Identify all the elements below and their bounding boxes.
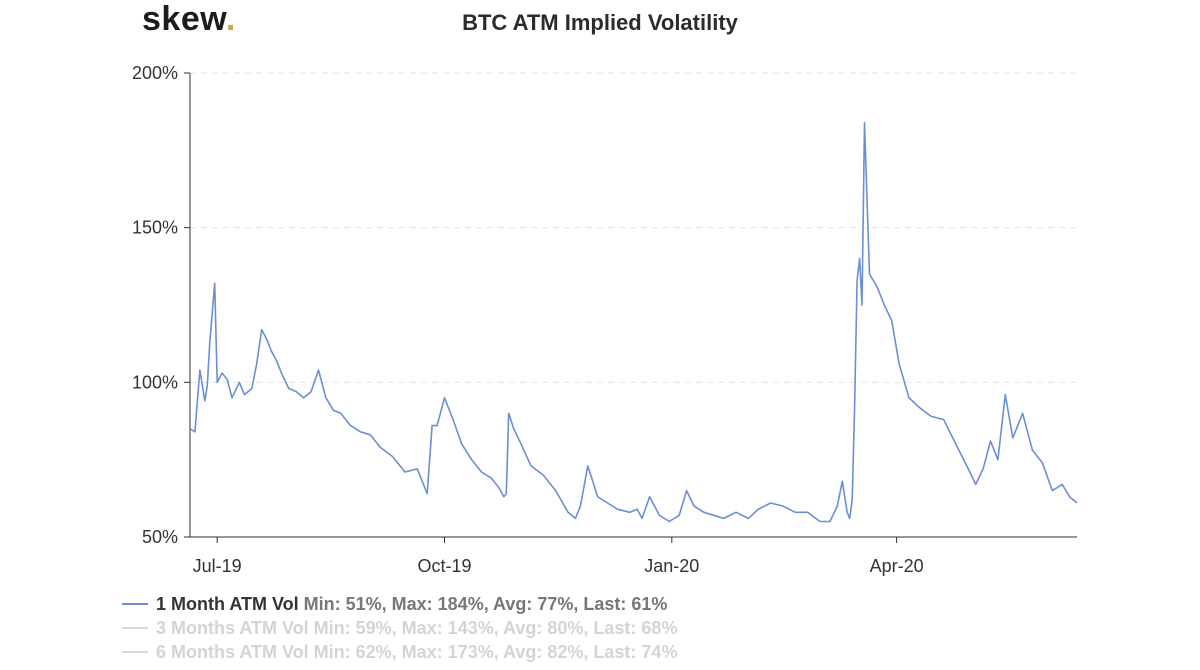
legend-swatch	[122, 603, 148, 605]
legend-series-stats: Min: 62%, Max: 173%, Avg: 82%, Last: 74%	[313, 642, 678, 662]
x-tick-label: Oct-19	[417, 556, 471, 576]
y-tick-label: 150%	[132, 218, 178, 238]
legend: 1 Month ATM Vol Min: 51%, Max: 184%, Avg:…	[122, 592, 677, 664]
legend-item-2[interactable]: 6 Months ATM Vol Min: 62%, Max: 173%, Avg…	[122, 640, 677, 664]
skew-logo: skew.	[142, 0, 236, 39]
legend-series-stats: Min: 51%, Max: 184%, Avg: 77%, Last: 61%	[303, 594, 668, 614]
x-axis-ticks: Jul-19 Oct-19 Jan-20 Apr-20	[193, 537, 924, 576]
legend-item-0[interactable]: 1 Month ATM Vol Min: 51%, Max: 184%, Avg:…	[122, 592, 677, 616]
series-lines	[189, 121, 1078, 523]
y-axis-ticks: 50% 100% 150% 200%	[132, 63, 190, 547]
legend-swatch	[122, 627, 148, 629]
y-tick-label: 200%	[132, 63, 178, 83]
series-line-0	[189, 121, 1078, 523]
legend-series-name: 6 Months ATM Vol	[156, 642, 309, 662]
logo-dot: .	[225, 0, 236, 38]
y-tick-label: 100%	[132, 372, 178, 392]
x-tick-label: Apr-20	[870, 556, 924, 576]
legend-swatch	[122, 651, 148, 653]
y-tick-label: 50%	[142, 527, 178, 547]
x-tick-label: Jan-20	[644, 556, 699, 576]
legend-series-name: 1 Month ATM Vol	[156, 594, 299, 614]
grid-lines	[190, 72, 1077, 383]
logo-text: skew	[142, 0, 226, 38]
legend-series-stats: Min: 59%, Max: 143%, Avg: 80%, Last: 68%	[313, 618, 678, 638]
legend-series-name: 3 Months ATM Vol	[156, 618, 309, 638]
axes	[189, 73, 1077, 538]
chart-title: BTC ATM Implied Volatility	[462, 10, 738, 35]
x-tick-label: Jul-19	[193, 556, 242, 576]
legend-item-1[interactable]: 3 Months ATM Vol Min: 59%, Max: 143%, Avg…	[122, 616, 677, 640]
